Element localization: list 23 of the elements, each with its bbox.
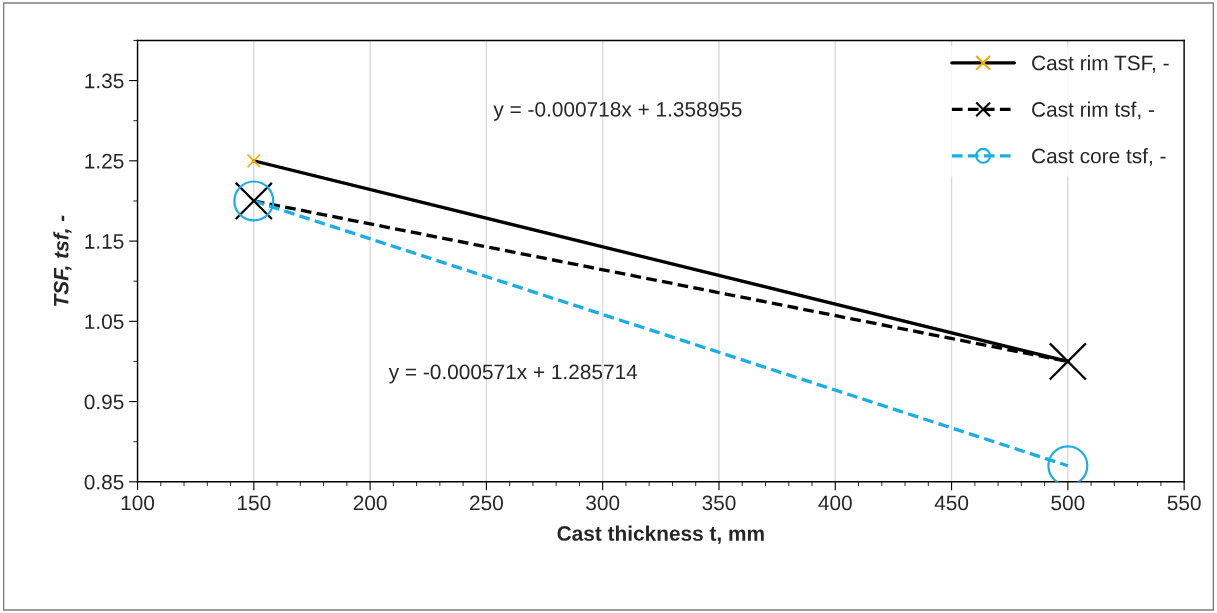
x-tick-label: 450 bbox=[934, 495, 969, 511]
x-tick-label: 350 bbox=[702, 495, 736, 511]
y-axis-title: TSF, tsf, - bbox=[53, 215, 72, 306]
x-tick-label: 400 bbox=[818, 495, 852, 511]
legend-label: Cast rim tsf, - bbox=[1032, 101, 1154, 120]
annotation: y = -0.000571x + 1.285714 bbox=[388, 364, 638, 384]
y-tick-label: 0.95 bbox=[84, 394, 124, 410]
legend-label: Cast core tsf, - bbox=[1032, 148, 1166, 166]
x-tick-label: 150 bbox=[238, 495, 271, 511]
y-tick-label: 0.85 bbox=[84, 474, 124, 490]
x-tick-label: 100 bbox=[121, 495, 155, 511]
x-tick-label: 550 bbox=[1167, 495, 1201, 511]
x-tick-label: 300 bbox=[586, 495, 620, 511]
x-tick-label: 500 bbox=[1051, 495, 1085, 511]
y-tick-label: 1.05 bbox=[85, 314, 124, 330]
x-axis-title: Cast thickness t, mm bbox=[557, 525, 764, 544]
annotation: y = -0.000718x + 1.358955 bbox=[493, 101, 742, 121]
legend-label: Cast rim TSF, - bbox=[1032, 55, 1169, 73]
x-tick-label: 250 bbox=[470, 495, 503, 511]
y-tick-label: 1.35 bbox=[85, 73, 124, 89]
y-tick-label: 1.25 bbox=[85, 153, 124, 169]
x-tick-label: 200 bbox=[353, 495, 387, 511]
y-tick-label: 1.15 bbox=[85, 234, 124, 249]
